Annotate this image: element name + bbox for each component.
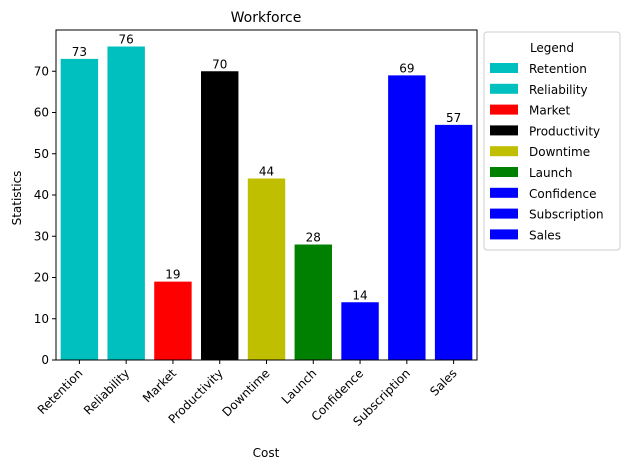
legend-swatch (490, 229, 518, 240)
x-axis-label: Cost (253, 446, 280, 460)
legend-entry-label: Productivity (529, 124, 600, 138)
x-tick-label: Market (140, 366, 179, 405)
y-tick-label: 70 (34, 64, 49, 78)
legend-entry-label: Market (529, 104, 571, 118)
bar-subscription (388, 75, 426, 361)
legend-swatch (490, 104, 518, 115)
axes-frame (55, 29, 478, 361)
legend-swatch (490, 146, 518, 157)
legend-entry-label: Launch (529, 166, 572, 180)
y-tick-label: 0 (41, 353, 49, 367)
legend-swatch (490, 63, 518, 73)
y-axis-label: Statistics (10, 171, 24, 226)
legend-swatch (490, 125, 518, 136)
legend-swatch (490, 187, 518, 198)
bar-retention (60, 58, 99, 361)
legend-swatch (490, 83, 518, 94)
plot-area: 73Retention76Reliability19Market70Produc… (34, 29, 478, 429)
legend-entry-label: Downtime (529, 145, 590, 159)
x-tick-label: Reliability (81, 366, 132, 417)
legend-title: Legend (530, 41, 574, 55)
legend-entry-label: Subscription (529, 208, 604, 222)
bar-productivity (201, 71, 239, 360)
data-label: 14 (352, 288, 367, 302)
data-label: 19 (165, 268, 180, 282)
bar-downtime (247, 178, 286, 360)
x-tick-label: Downtime (219, 366, 272, 419)
legend: Legend Retention Reliability Market Product… (483, 31, 621, 251)
legend-entry-label: Confidence (529, 187, 596, 201)
x-tick-label: Retention (35, 366, 86, 417)
y-tick-label: 50 (34, 147, 49, 161)
data-label: 73 (72, 45, 87, 59)
y-tick-label: 40 (34, 188, 49, 202)
bar-reliability (107, 46, 145, 360)
y-tick-label: 60 (34, 106, 49, 120)
legend-entry-label: Retention (529, 62, 587, 76)
data-label: 57 (446, 111, 461, 125)
legend-entry-label: Reliability (529, 83, 588, 97)
x-tick-label: Sales (427, 366, 459, 398)
data-label: 28 (306, 231, 321, 245)
legend-swatch (490, 208, 518, 219)
bar-market (154, 281, 192, 361)
legend-entry-label: Sales (529, 228, 561, 242)
data-label: 76 (119, 33, 134, 47)
bar-sales (434, 124, 473, 361)
y-tick-label: 10 (34, 312, 49, 326)
data-label: 44 (259, 165, 274, 179)
data-label: 69 (399, 61, 414, 75)
bar-launch (294, 244, 332, 360)
legend-swatch (490, 167, 518, 177)
y-tick-label: 20 (34, 271, 49, 285)
y-tick-label: 30 (34, 229, 49, 243)
chart-title: Workforce (231, 10, 302, 26)
bar-confidence (341, 302, 379, 360)
data-label: 70 (212, 57, 227, 71)
x-tick-label: Launch (279, 366, 320, 407)
